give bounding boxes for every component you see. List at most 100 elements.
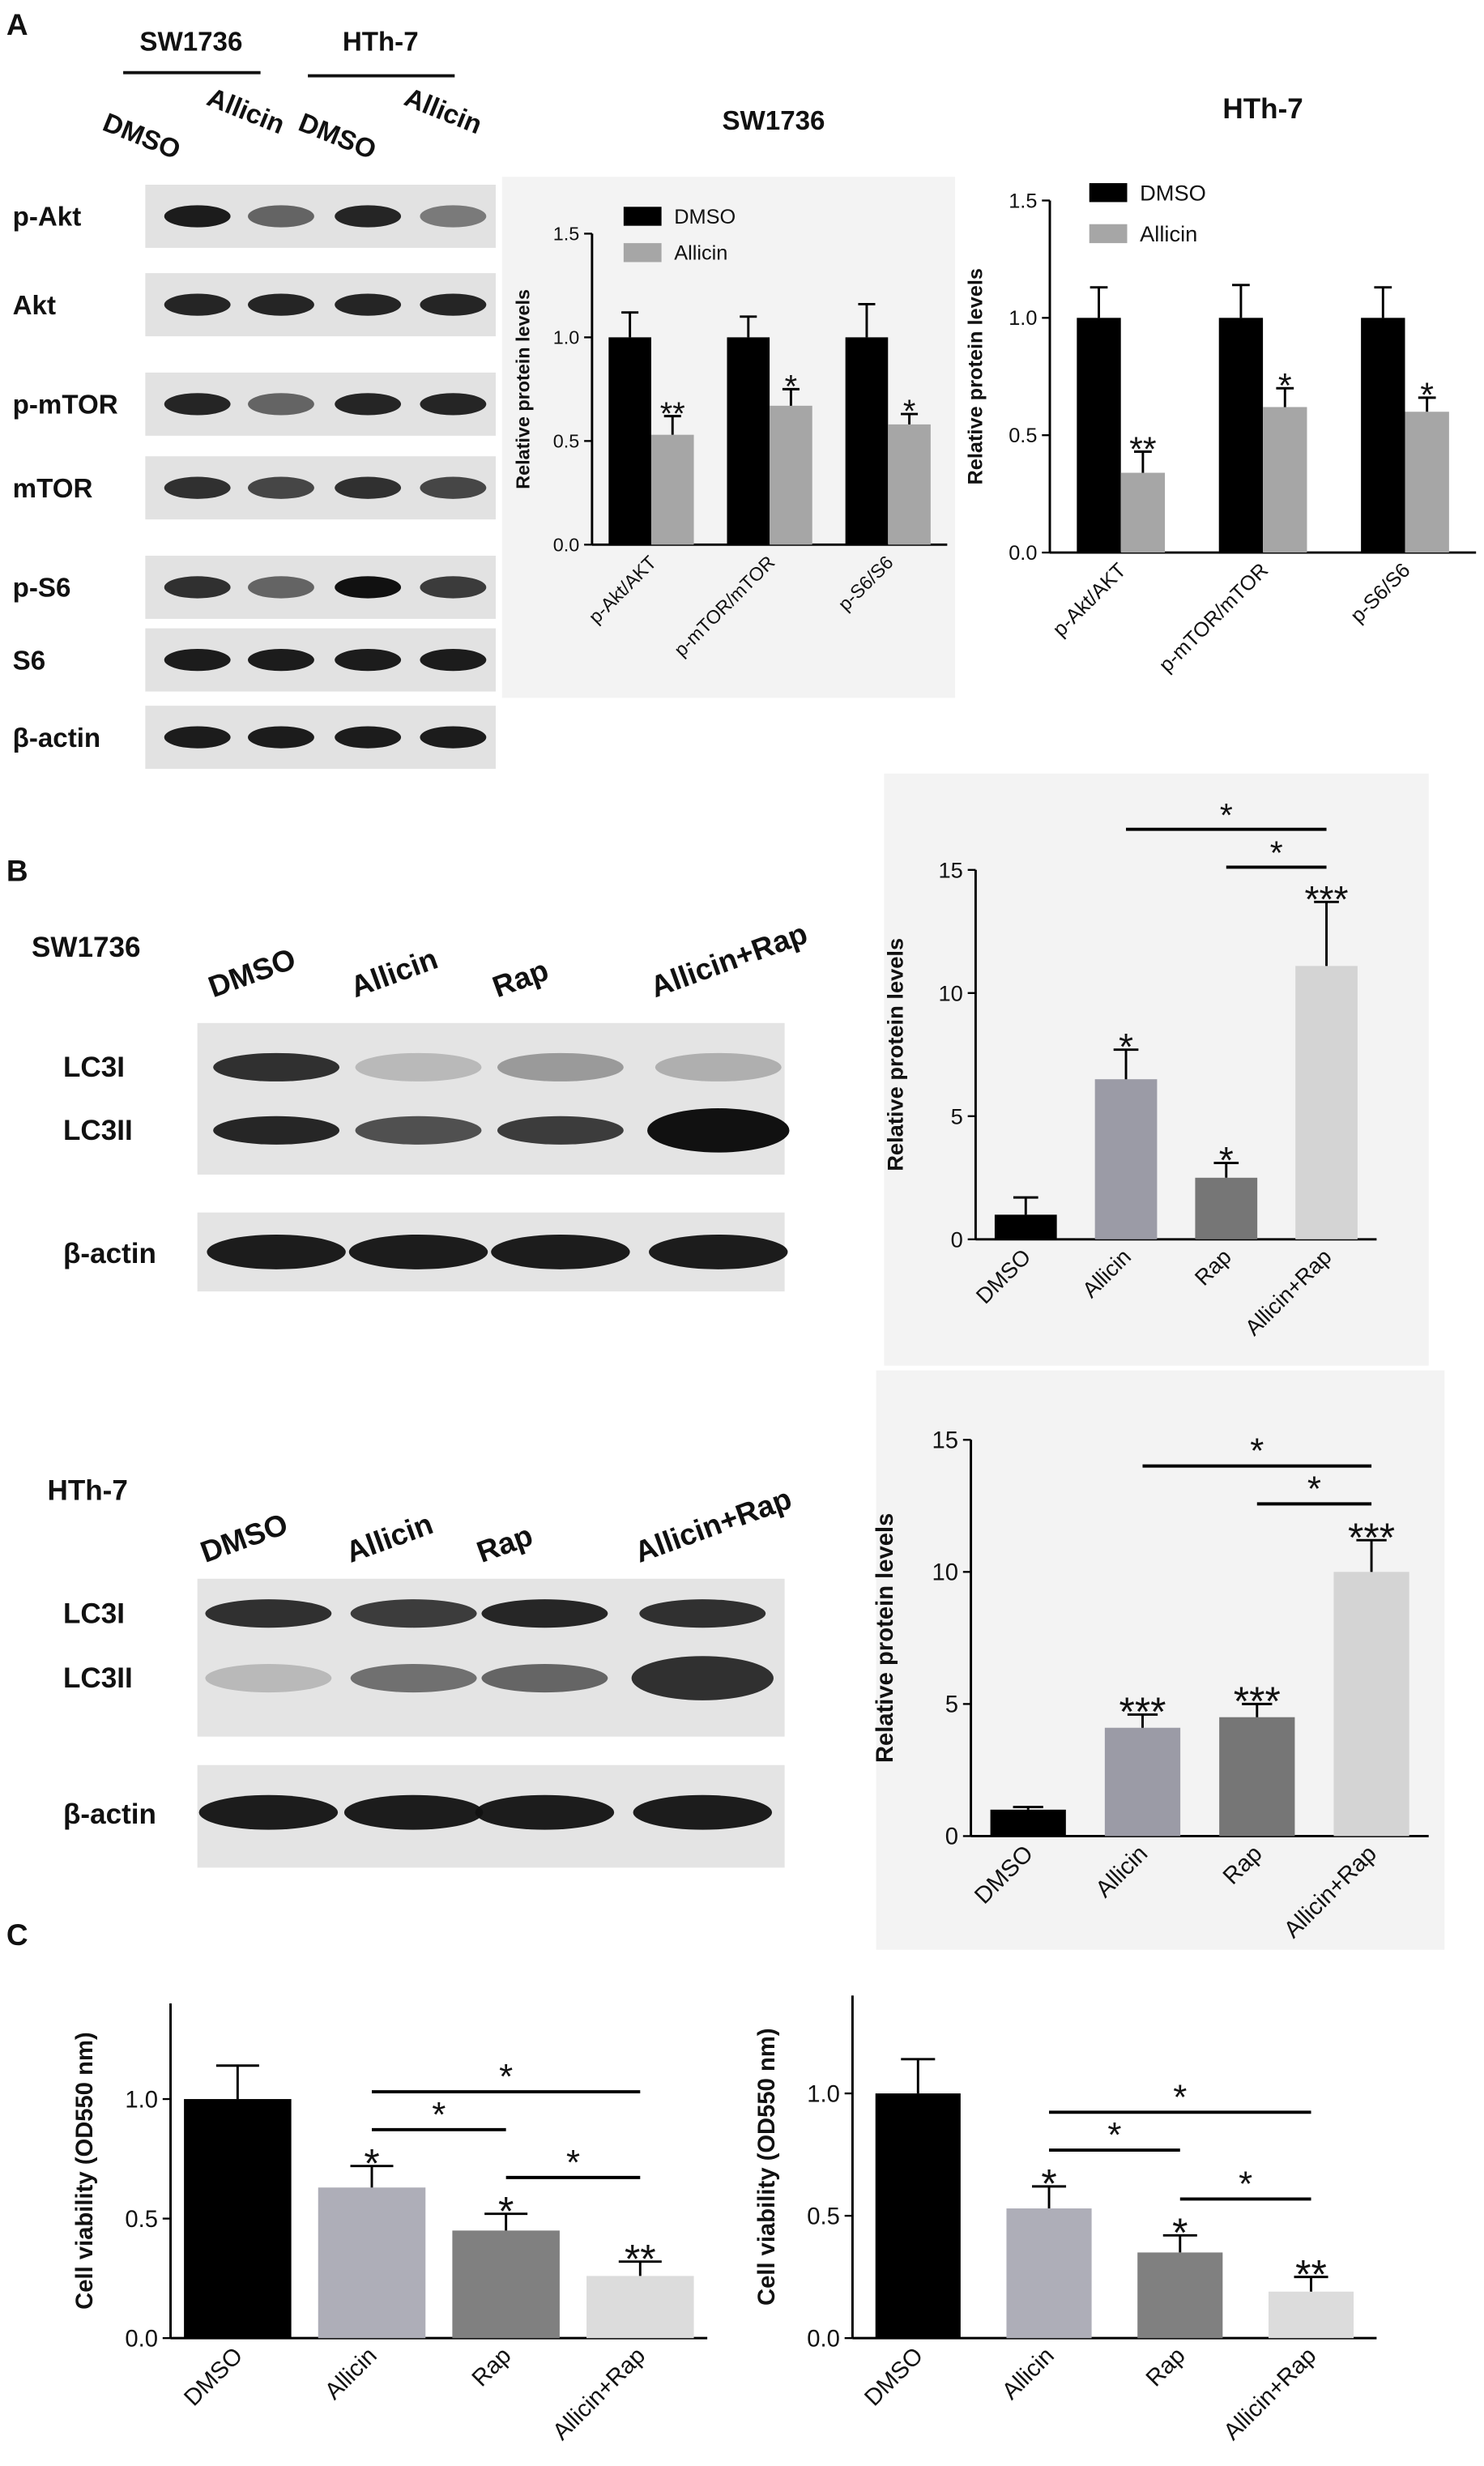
significance-star: * (903, 394, 915, 429)
bracket-label: * (1107, 2115, 1121, 2155)
blot-band (647, 1108, 790, 1153)
blot-row-label: β-actin (13, 723, 101, 753)
y-tick-label: 1.5 (553, 224, 579, 245)
y-tick-label: 0.5 (1009, 425, 1037, 447)
y-tick-label: 1.0 (125, 2087, 158, 2113)
y-tick-label: 0 (951, 1227, 963, 1252)
bracket-label: * (1307, 1469, 1321, 1508)
blot-band (350, 1599, 477, 1628)
y-tick-label: 0.0 (553, 535, 579, 556)
significance-star: * (1041, 2161, 1056, 2207)
blot-row-label: LC3I (63, 1052, 125, 1083)
blot-band (355, 1116, 482, 1145)
bracket-label: * (1250, 1431, 1264, 1471)
bar (1195, 1177, 1258, 1239)
blot-band (335, 205, 402, 228)
y-tick-label: 10 (939, 980, 963, 1005)
significance-star: *** (1234, 1679, 1281, 1724)
bracket-label: * (432, 2095, 446, 2135)
chart-title: SW1736 (722, 106, 825, 136)
error-bar (1374, 286, 1392, 318)
blot-band (335, 648, 402, 672)
chart-title: HTh-7 (1222, 93, 1303, 125)
error-bar (782, 387, 800, 406)
blot-box (197, 1022, 785, 1175)
y-tick-label: 15 (932, 1428, 958, 1454)
blot-band (420, 205, 487, 228)
blot-band (335, 393, 402, 416)
legend-swatch (623, 207, 662, 226)
error-bar (215, 2064, 259, 2100)
blot-band (475, 1794, 615, 1830)
legend-swatch (1089, 183, 1128, 203)
blot-row-label: LC3I (63, 1598, 125, 1629)
significance-star: ** (660, 396, 685, 432)
bar (1077, 318, 1121, 553)
blot-band (335, 476, 402, 499)
significance-star: * (498, 2188, 514, 2233)
blot-row-label: Akt (13, 291, 56, 321)
blot-band (350, 1664, 477, 1693)
y-tick-label: 1.0 (553, 327, 579, 348)
bracket-label: * (1220, 796, 1233, 834)
y-tick-label: 15 (939, 857, 963, 882)
y-tick-label: 1.5 (1009, 190, 1037, 212)
y-tick-label: 10 (932, 1560, 958, 1586)
significance-star: * (1119, 1026, 1133, 1068)
blot-row-label: β-actin (63, 1238, 156, 1269)
bracket-label: * (1239, 2165, 1252, 2204)
bar (994, 1214, 1057, 1239)
blot-band (420, 726, 487, 749)
bar (452, 2230, 560, 2339)
blot-band (497, 1052, 624, 1082)
significance-star: *** (1348, 1515, 1395, 1560)
legend-label: DMSO (674, 206, 736, 228)
significance-star: * (1420, 376, 1434, 415)
error-bar (1418, 396, 1436, 412)
bar (727, 337, 770, 545)
y-tick-label: 0.0 (1009, 542, 1037, 565)
blot-group-label: SW1736 (139, 27, 242, 57)
y-tick-label: 1.0 (807, 2081, 840, 2107)
blot-band (164, 476, 231, 499)
y-tick-label: 0.5 (125, 2207, 158, 2233)
error-bar (1013, 1196, 1038, 1215)
bar (1405, 412, 1449, 553)
blot-band (213, 1116, 340, 1145)
blot-band (497, 1116, 624, 1145)
blot-group-label: HTh-7 (343, 27, 419, 57)
y-axis-label: Cell viability (OD550 nm) (72, 2032, 98, 2310)
error-bar (901, 2058, 936, 2094)
significance-star: ** (1295, 2251, 1327, 2297)
panel-label: A (6, 7, 28, 41)
error-bar (1127, 1713, 1158, 1728)
blot-band (248, 648, 314, 672)
significance-star: ** (1129, 430, 1157, 469)
error-bar (618, 2260, 662, 2276)
bar (1094, 1079, 1158, 1239)
blot-band (655, 1052, 782, 1082)
significance-star: *** (1304, 878, 1348, 920)
significance-star: * (785, 369, 797, 405)
bar (990, 1809, 1066, 1837)
error-bar (484, 2212, 528, 2231)
bar (1104, 1727, 1181, 1837)
bracket-label: * (1270, 834, 1283, 872)
bar (650, 434, 694, 545)
y-tick-label: 5 (945, 1692, 958, 1718)
bar (1361, 318, 1405, 553)
bar (1218, 318, 1264, 553)
blot-band (164, 576, 231, 599)
panel-label: C (6, 1918, 28, 1952)
error-bar (1032, 2185, 1067, 2209)
legend-label: Allicin (674, 242, 727, 265)
y-axis-label: Relative protein levels (513, 289, 534, 489)
blot-row-label: p-mTOR (13, 390, 118, 420)
bar (318, 2187, 426, 2339)
blot-band (348, 1234, 488, 1269)
legend-label: DMSO (1140, 180, 1206, 205)
blot-band (631, 1656, 774, 1700)
error-bar (1356, 1538, 1387, 1572)
error-bar (740, 315, 757, 338)
blot-band (649, 1234, 788, 1269)
